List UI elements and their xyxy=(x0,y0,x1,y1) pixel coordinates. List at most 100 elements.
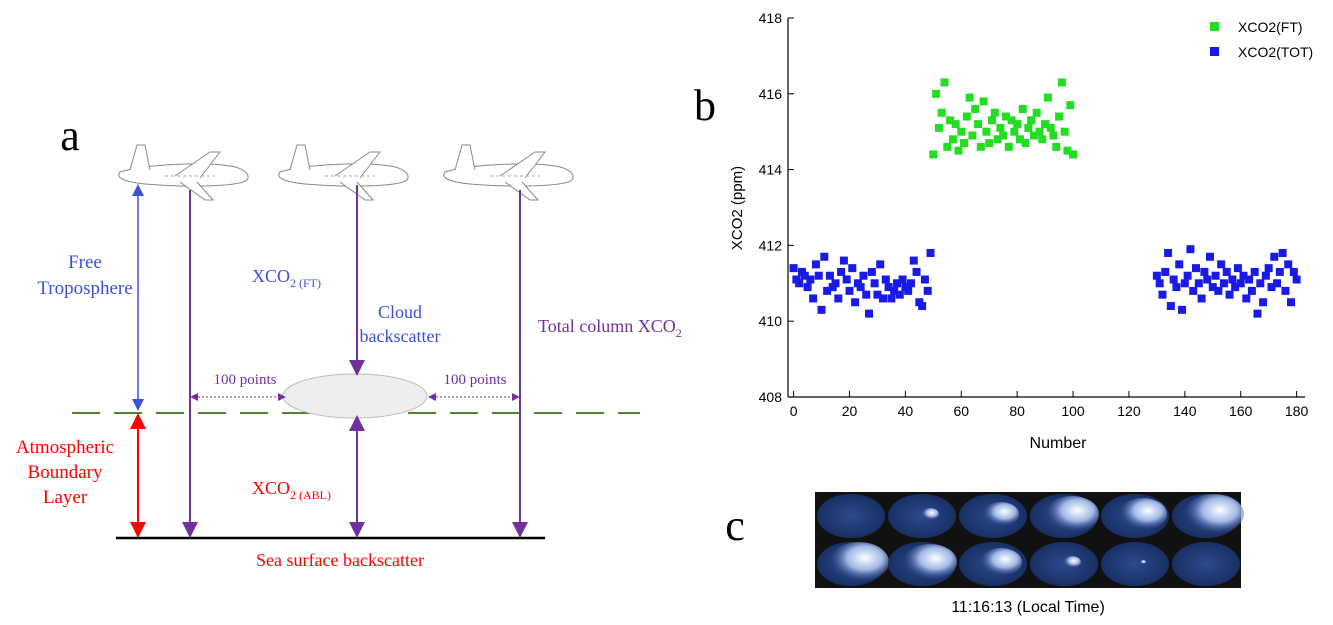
y-tick-label: 418 xyxy=(759,10,783,26)
point xyxy=(971,104,980,113)
point xyxy=(1281,286,1290,295)
cloud-patch xyxy=(921,508,939,520)
point xyxy=(957,127,966,136)
diagram-label: Layer xyxy=(43,487,88,508)
point xyxy=(876,260,885,269)
diagram-label: backscatter xyxy=(360,326,441,346)
legend-swatch xyxy=(1210,47,1219,56)
diagram-label: Free xyxy=(68,252,102,273)
point xyxy=(951,120,960,129)
point xyxy=(811,260,820,269)
point xyxy=(1152,271,1161,280)
point xyxy=(1029,131,1038,140)
image-strip xyxy=(815,492,1241,588)
point xyxy=(1043,93,1052,102)
label-subscript: 2 (FT) xyxy=(290,276,321,290)
aircraft xyxy=(278,144,409,201)
cloud-patch xyxy=(1045,496,1099,532)
point xyxy=(996,123,1005,132)
label-subscript: 2 (ABL) xyxy=(290,488,331,502)
legend-label: XCO2(TOT) xyxy=(1238,44,1313,60)
point xyxy=(1041,120,1050,129)
point xyxy=(918,302,927,311)
point xyxy=(1247,286,1256,295)
point xyxy=(993,135,1002,144)
diagram-label: Total column XCO2 xyxy=(538,316,682,340)
y-tick-label: 416 xyxy=(759,86,783,102)
point xyxy=(1183,271,1192,280)
x-tick-label: 20 xyxy=(842,403,858,419)
point xyxy=(909,256,918,265)
point xyxy=(1049,131,1058,140)
point xyxy=(1055,112,1064,121)
x-tick-label: 100 xyxy=(1061,403,1085,419)
point xyxy=(859,271,868,280)
point xyxy=(1194,279,1203,288)
point xyxy=(1239,271,1248,280)
point xyxy=(817,305,826,314)
point xyxy=(954,146,963,155)
surface-label: Sea surface backscatter xyxy=(256,550,424,570)
point xyxy=(946,116,955,125)
point xyxy=(1214,286,1223,295)
diagram-label: Atmospheric xyxy=(16,437,114,458)
point xyxy=(862,290,871,299)
point xyxy=(1250,267,1259,276)
point xyxy=(1245,275,1254,284)
point xyxy=(795,279,804,288)
point xyxy=(1155,279,1164,288)
x-tick-label: 140 xyxy=(1173,403,1197,419)
cloud-patch xyxy=(903,544,957,580)
point xyxy=(1292,275,1301,284)
point xyxy=(904,286,913,295)
point xyxy=(948,135,957,144)
point xyxy=(923,286,932,295)
point xyxy=(1032,108,1041,117)
y-axis-label: XCO2 (ppm) xyxy=(729,166,746,250)
point xyxy=(1259,298,1268,307)
point xyxy=(845,286,854,295)
point xyxy=(1225,290,1234,299)
point xyxy=(1015,135,1024,144)
point xyxy=(814,271,823,280)
point xyxy=(820,252,829,261)
point xyxy=(856,283,865,292)
point xyxy=(800,271,809,280)
legend-swatch xyxy=(1210,22,1219,31)
point xyxy=(1287,298,1296,307)
point xyxy=(867,267,876,276)
y-tick-label: 410 xyxy=(759,313,783,329)
point xyxy=(1233,264,1242,273)
image-panel: c 11:16:13 (Local Time) xyxy=(725,492,1244,616)
point xyxy=(895,290,904,299)
point xyxy=(1027,116,1036,125)
label-base: XCO xyxy=(252,266,290,286)
point xyxy=(1264,264,1273,273)
point xyxy=(1024,123,1033,132)
point xyxy=(1219,279,1228,288)
point xyxy=(1211,271,1220,280)
diagram-label: XCO2 (ABL) xyxy=(252,478,331,502)
point xyxy=(1018,104,1027,113)
x-tick-label: 0 xyxy=(790,403,798,419)
point xyxy=(968,131,977,140)
caption: 11:16:13 (Local Time) xyxy=(951,599,1105,616)
label-base: Total column XCO xyxy=(538,316,676,336)
point xyxy=(809,294,818,303)
point xyxy=(1035,127,1044,136)
point xyxy=(898,275,907,284)
diagram-label: Cloud xyxy=(378,302,422,322)
point xyxy=(960,139,969,148)
point xyxy=(834,294,843,303)
point xyxy=(890,286,899,295)
point xyxy=(1273,279,1282,288)
cloud-patch xyxy=(1063,556,1081,568)
x-tick-label: 40 xyxy=(898,403,914,419)
point xyxy=(825,271,834,280)
point xyxy=(926,248,935,257)
point xyxy=(976,142,985,151)
point xyxy=(1197,294,1206,303)
point xyxy=(1004,142,1013,151)
point xyxy=(1242,294,1251,303)
